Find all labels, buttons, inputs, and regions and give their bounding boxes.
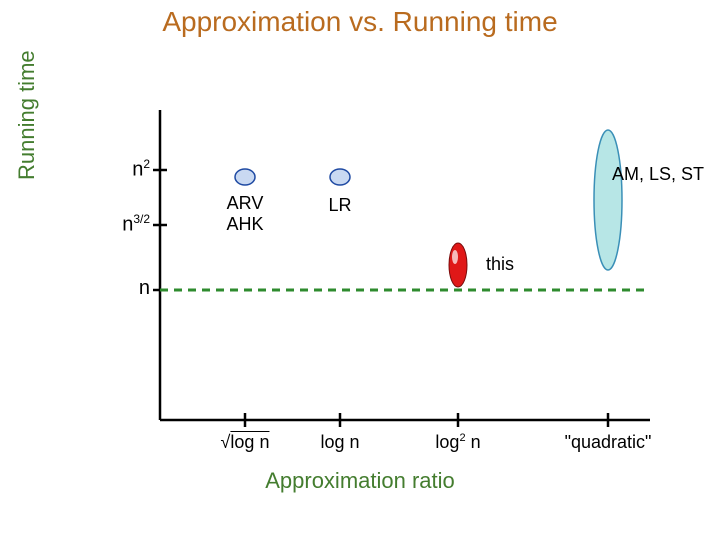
y-tick-label: n2	[90, 157, 150, 182]
amlsst-label: AM, LS, ST	[612, 164, 704, 185]
y-axis-label: Running time	[14, 50, 40, 180]
this-marker	[449, 243, 467, 287]
point-label-lr: LR	[328, 195, 351, 216]
x-tick-label: log n	[320, 432, 359, 453]
chart-svg	[0, 0, 720, 540]
y-tick-label: n3/2	[90, 212, 150, 237]
amlsst-ellipse	[594, 130, 622, 270]
x-tick-label: "quadratic"	[565, 432, 652, 453]
x-axis-label: Approximation ratio	[0, 468, 720, 494]
point-label-arv: ARVAHK	[226, 193, 263, 234]
x-tick-label: √log n	[221, 432, 270, 453]
point-markers	[235, 169, 350, 185]
x-tick-label: log2 n	[435, 432, 480, 453]
this-label: this	[486, 254, 514, 275]
y-tick-label: n	[90, 277, 150, 300]
